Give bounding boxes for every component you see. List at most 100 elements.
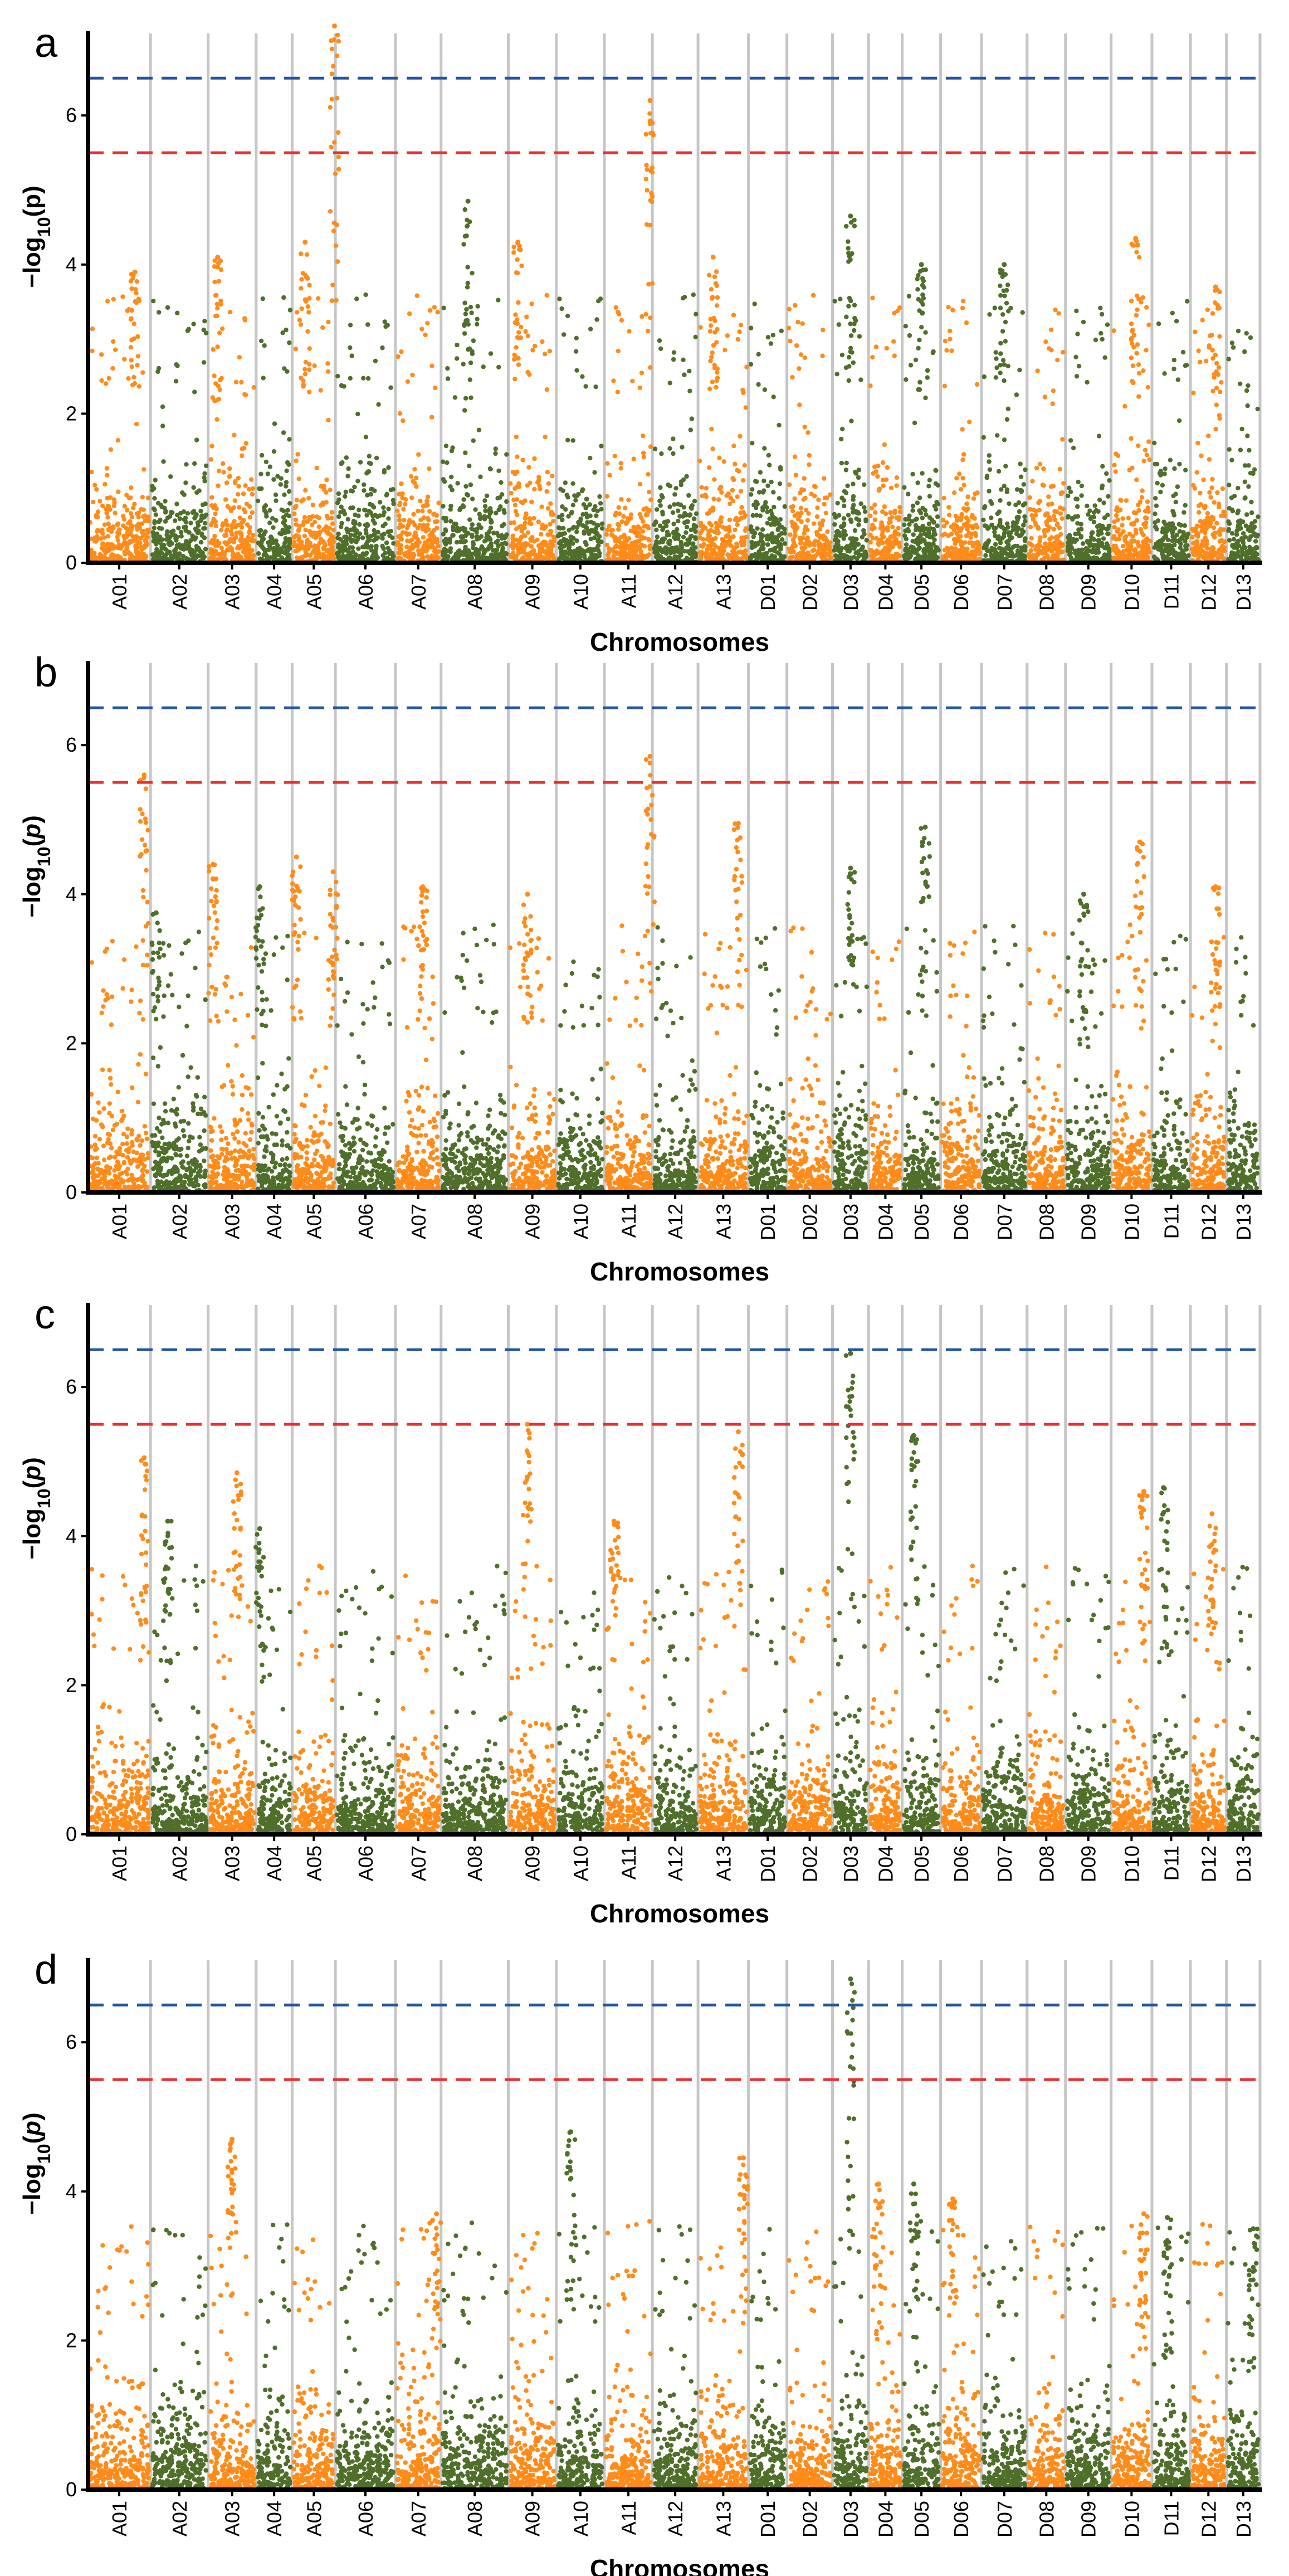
snp-point — [192, 389, 197, 394]
snp-point — [297, 476, 301, 481]
snp-point — [117, 527, 121, 532]
snp-point — [330, 510, 334, 514]
snp-point — [395, 543, 399, 547]
snp-point — [461, 504, 466, 509]
snp-point — [279, 476, 284, 481]
snp-point — [314, 534, 319, 538]
snp-point — [339, 461, 343, 466]
snp-point — [475, 534, 479, 539]
snp-point — [243, 483, 247, 488]
snp-point — [160, 405, 165, 409]
snp-point — [385, 323, 390, 327]
snp-point — [202, 319, 207, 323]
snp-point — [310, 523, 314, 527]
snp-point — [143, 513, 147, 518]
snp-point — [192, 461, 197, 466]
snp-point — [451, 533, 456, 537]
snp-point — [157, 556, 162, 561]
snp-point — [184, 546, 188, 551]
snp-point — [271, 477, 276, 481]
snp-point — [202, 526, 207, 530]
snp-point — [324, 524, 329, 529]
snp-point — [376, 402, 380, 407]
snp-point — [368, 461, 373, 466]
snp-point — [193, 527, 198, 531]
snp-point — [382, 470, 387, 474]
snp-point — [404, 551, 408, 555]
snp-point — [131, 505, 135, 510]
snp-point — [462, 408, 467, 412]
snp-point — [380, 553, 385, 558]
snp-point — [435, 310, 440, 314]
snp-point — [259, 486, 263, 491]
snp-point — [237, 546, 242, 551]
snp-point — [364, 435, 368, 439]
snp-point — [312, 548, 316, 553]
snp-point — [485, 494, 489, 498]
snp-point — [176, 552, 180, 556]
snp-point — [423, 333, 428, 337]
snp-point — [188, 520, 193, 525]
snp-point — [317, 515, 321, 520]
snp-point — [369, 487, 373, 491]
snp-point — [152, 520, 157, 525]
snp-point — [361, 551, 365, 556]
snp-point — [467, 464, 471, 468]
snp-point — [488, 506, 492, 510]
snp-point — [364, 513, 369, 517]
snp-point — [363, 508, 368, 513]
snp-point — [324, 478, 329, 482]
snp-point — [355, 412, 360, 416]
snp-point — [236, 484, 241, 489]
snp-point — [174, 362, 178, 367]
snp-point — [155, 369, 160, 374]
snp-point — [462, 540, 466, 544]
snp-point — [429, 363, 434, 368]
snp-point — [448, 519, 453, 523]
snp-point — [276, 551, 280, 556]
snp-point — [284, 539, 288, 543]
snp-point — [412, 467, 417, 471]
snp-point — [106, 528, 111, 532]
snp-point — [161, 459, 165, 464]
snp-point — [122, 357, 126, 362]
snp-point — [326, 418, 330, 422]
snp-point — [315, 556, 320, 560]
snp-point — [99, 378, 104, 383]
snp-point — [319, 538, 323, 543]
snp-point — [450, 488, 455, 492]
snp-point — [175, 311, 179, 315]
snp-point — [202, 360, 206, 364]
snp-point — [297, 318, 302, 322]
snp-point — [362, 483, 366, 487]
snp-point — [224, 480, 229, 485]
snp-point — [325, 361, 330, 366]
snp-point — [367, 454, 372, 458]
snp-point — [326, 369, 330, 374]
snp-point — [367, 538, 372, 542]
snp-point — [105, 542, 109, 547]
snp-point — [267, 520, 272, 525]
snp-point — [424, 499, 429, 503]
snp-point — [353, 513, 357, 517]
snp-point — [141, 508, 146, 512]
snp-point — [415, 293, 419, 298]
snp-point — [343, 512, 347, 516]
snp-point — [219, 546, 224, 551]
snp-point — [399, 481, 403, 486]
snp-point — [228, 545, 233, 549]
snp-point — [325, 514, 329, 518]
snp-point — [154, 551, 158, 555]
snp-point — [134, 524, 139, 528]
snp-point — [497, 552, 502, 556]
snp-point — [241, 520, 245, 524]
snp-point — [204, 464, 208, 468]
snp-point — [398, 491, 403, 496]
snp-point — [97, 499, 102, 503]
snp-point — [194, 437, 199, 442]
snp-point — [408, 546, 413, 550]
snp-point — [115, 534, 119, 539]
snp-point — [310, 514, 315, 519]
snp-point — [191, 485, 196, 490]
snp-point — [247, 529, 252, 534]
